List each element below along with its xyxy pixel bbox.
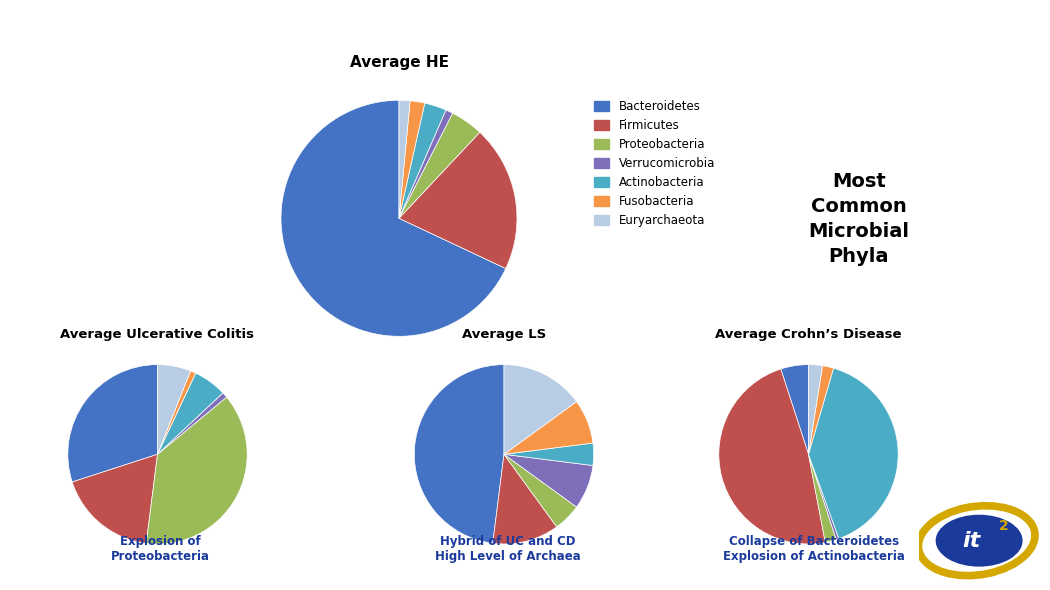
Text: Hybrid of UC and CD
High Level of Archaea: Hybrid of UC and CD High Level of Archae…: [436, 536, 581, 563]
Wedge shape: [808, 368, 898, 539]
Wedge shape: [158, 371, 195, 454]
Wedge shape: [808, 365, 822, 454]
Title: Average LS: Average LS: [462, 328, 546, 341]
Wedge shape: [504, 365, 576, 454]
Wedge shape: [808, 454, 836, 542]
Text: Explosion of
Proteobacteria: Explosion of Proteobacteria: [111, 536, 210, 563]
Wedge shape: [399, 110, 453, 218]
Title: Average Ulcerative Colitis: Average Ulcerative Colitis: [61, 328, 254, 341]
Legend: Bacteroidetes, Firmicutes, Proteobacteria, Verrucomicrobia, Actinobacteria, Fuso: Bacteroidetes, Firmicutes, Proteobacteri…: [594, 100, 715, 227]
Wedge shape: [504, 402, 593, 454]
Wedge shape: [808, 454, 839, 540]
Wedge shape: [72, 454, 158, 543]
Wedge shape: [146, 397, 247, 544]
Wedge shape: [808, 366, 834, 454]
Wedge shape: [415, 365, 504, 543]
Text: Most
Common
Microbial
Phyla: Most Common Microbial Phyla: [808, 172, 909, 266]
Wedge shape: [492, 454, 556, 544]
Wedge shape: [504, 443, 593, 466]
Wedge shape: [399, 101, 425, 218]
Wedge shape: [281, 100, 506, 336]
Wedge shape: [504, 454, 593, 507]
Ellipse shape: [936, 514, 1023, 566]
Wedge shape: [399, 113, 480, 218]
Wedge shape: [781, 365, 809, 454]
Wedge shape: [158, 365, 190, 454]
Wedge shape: [158, 393, 227, 454]
Title: Average HE: Average HE: [350, 55, 448, 70]
Title: Average Crohn’s Disease: Average Crohn’s Disease: [715, 328, 902, 341]
Wedge shape: [399, 132, 517, 268]
Text: Collapse of Bacteroidetes
Explosion of Actinobacteria: Collapse of Bacteroidetes Explosion of A…: [722, 536, 905, 563]
Wedge shape: [399, 103, 446, 218]
Text: 2: 2: [999, 519, 1008, 533]
Wedge shape: [399, 100, 411, 218]
Text: We Found Major State Shifts in Microbial Ecology Phyla
Between Healthy and Two F: We Found Major State Shifts in Microbial…: [156, 16, 894, 70]
Text: it: it: [963, 530, 981, 550]
Wedge shape: [68, 365, 158, 482]
Wedge shape: [158, 373, 223, 454]
Wedge shape: [504, 454, 576, 527]
Wedge shape: [719, 369, 825, 544]
